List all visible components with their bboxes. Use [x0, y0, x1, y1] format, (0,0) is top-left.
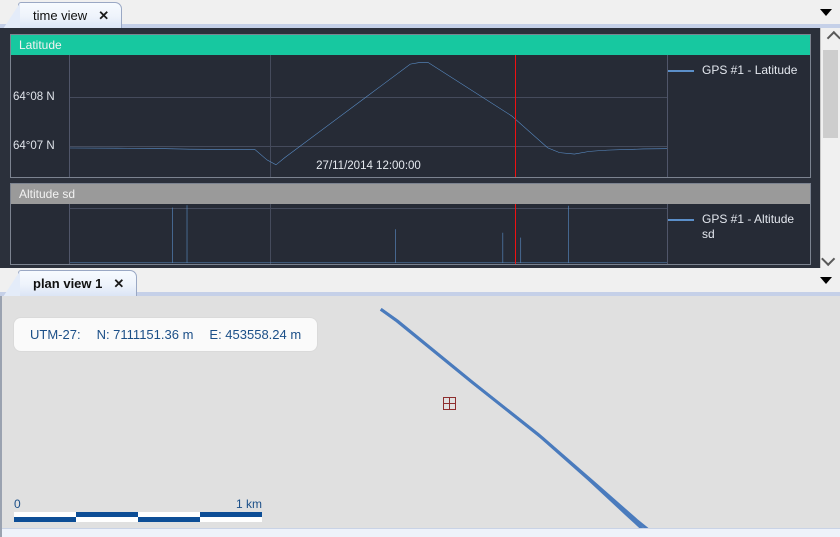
scale-bar-segments: [14, 512, 262, 523]
scale-segment: [76, 517, 138, 522]
y-axis-latitude: 64°08 N 64°07 N: [11, 55, 69, 177]
y-axis-altitude-sd: [11, 204, 69, 264]
legend-latitude: GPS #1 - Latitude: [668, 63, 804, 78]
position-marker[interactable]: [443, 396, 457, 410]
altitude-sd-trace: [70, 204, 667, 264]
plot-body-altitude-sd[interactable]: GPS #1 - Altitude sd: [11, 204, 810, 264]
scale-segment: [138, 512, 200, 517]
scale-segment: [138, 517, 200, 522]
plot-area-altitude-sd[interactable]: [69, 204, 668, 264]
scrollbar-thumb[interactable]: [823, 50, 838, 138]
map-canvas[interactable]: [2, 296, 840, 537]
scale-segment: [14, 512, 76, 517]
plot-body-latitude[interactable]: 64°08 N 64°07 N 27/11/2014 12:00:00: [11, 55, 810, 177]
scale-segment: [76, 512, 138, 517]
chevron-down-icon[interactable]: [820, 249, 840, 268]
scale-segment: [200, 512, 262, 517]
plan-view-pane[interactable]: UTM-27: N: 7111151.36 m E: 453558.24 m 0…: [0, 296, 840, 537]
time-cursor-line[interactable]: [514, 55, 516, 177]
panel-title-altitude-sd: Altitude sd: [11, 184, 810, 204]
time-view-scrollbar[interactable]: [820, 28, 840, 268]
pane-bottom-edge: [2, 528, 840, 537]
gridline-horizontal: [70, 207, 667, 209]
gps-track: [381, 309, 647, 533]
y-tick-label: 64°07 N: [13, 139, 55, 152]
time-cursor-line[interactable]: [514, 204, 516, 264]
gps-track: [381, 309, 658, 537]
time-view-tabbar: time view ✕: [0, 0, 840, 29]
dropdown-triangle-icon[interactable]: [820, 9, 832, 16]
tabbar-underline: [0, 292, 840, 296]
close-icon[interactable]: ✕: [113, 276, 125, 291]
coordinate-readout: UTM-27: N: 7111151.36 m E: 453558.24 m: [14, 318, 318, 351]
close-icon[interactable]: ✕: [98, 8, 110, 23]
plot-panel-latitude: Latitude 64°08 N 64°07 N: [10, 34, 811, 178]
gridline-horizontal: [70, 145, 667, 147]
tabbar-underline: [0, 24, 840, 28]
chevron-up-icon[interactable]: [821, 28, 840, 47]
tab-time-view[interactable]: time view ✕: [2, 2, 123, 29]
y-tick-label: 64°08 N: [13, 91, 55, 104]
time-view-pane: Latitude 64°08 N 64°07 N: [0, 28, 840, 268]
northing-value: N: 7111151.36 m: [96, 327, 194, 342]
gridline-horizontal: [70, 97, 667, 99]
legend-label: GPS #1 - Altitude sd: [702, 212, 795, 241]
legend-swatch-icon: [668, 70, 694, 72]
scale-segment: [200, 517, 262, 522]
easting-value: E: 453558.24 m: [209, 327, 302, 342]
legend-altitude-sd: GPS #1 - Altitude sd: [668, 212, 804, 242]
map-scale-bar: 0 1 km: [14, 497, 262, 523]
scale-max-label: 1 km: [235, 497, 262, 511]
scale-min-label: 0: [14, 497, 21, 511]
dropdown-triangle-icon[interactable]: [820, 277, 832, 284]
scale-segment: [14, 517, 76, 522]
tab-plan-view-1[interactable]: plan view 1 ✕: [2, 270, 138, 297]
time-view-plot-stack: Latitude 64°08 N 64°07 N: [0, 28, 821, 268]
legend-label: GPS #1 - Latitude: [702, 63, 798, 77]
plot-panel-altitude-sd: Altitude sd GPS #1 - Altitude sd: [10, 183, 811, 265]
panel-title-latitude: Latitude: [11, 35, 810, 55]
gridline-vertical: [269, 204, 271, 264]
plot-area-latitude[interactable]: [69, 55, 668, 177]
gridline-vertical: [269, 55, 271, 177]
tab-time-view-label: time view: [33, 8, 88, 23]
legend-swatch-icon: [668, 219, 694, 221]
coordinate-system-label: UTM-27:: [30, 327, 81, 342]
plan-view-tabbar: plan view 1 ✕: [0, 268, 840, 297]
latitude-trace: [70, 55, 667, 177]
tab-plan-view-1-label: plan view 1: [33, 276, 103, 291]
